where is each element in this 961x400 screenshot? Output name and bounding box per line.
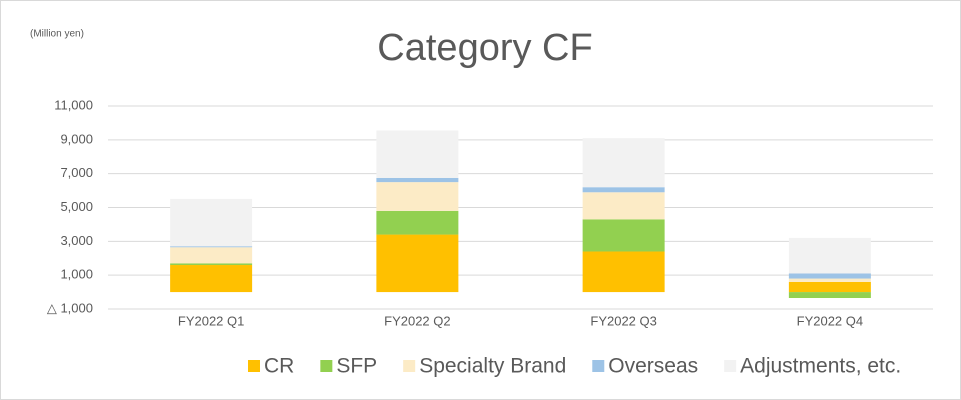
bar-segment [582, 138, 665, 188]
x-tick-label: FY2022 Q3 [590, 313, 657, 328]
legend-label: Specialty Brand [419, 355, 566, 378]
bar-segment [376, 234, 459, 293]
bar-segment [788, 292, 871, 299]
y-tick-label: 3,000 [60, 233, 93, 248]
y-tick-label: 7,000 [60, 165, 93, 180]
bar-segment [582, 219, 665, 252]
legend-swatch [320, 360, 333, 372]
y-tick-label: 11,000 [54, 97, 93, 112]
bar-segment [582, 251, 665, 293]
bar-segment [170, 246, 253, 248]
x-tick-label: FY2022 Q2 [384, 313, 451, 328]
legend-swatch [592, 360, 605, 372]
chart-title: Category CF [377, 27, 592, 69]
bar-segment [788, 278, 871, 282]
y-tick-label: 1,000 [60, 267, 93, 282]
bar-segment [170, 198, 253, 247]
legend-swatch [248, 360, 260, 372]
y-tick-label: △ 1,000 [47, 300, 93, 315]
bar-segment [170, 265, 253, 293]
legend-label: Adjustments, etc. [740, 355, 901, 378]
y-tick-label: 5,000 [60, 199, 93, 214]
x-tick-label: FY2022 Q1 [178, 313, 245, 328]
bar-segment [376, 210, 459, 235]
bar-segment [582, 187, 665, 193]
legend-label: CR [264, 355, 294, 378]
legend-swatch [403, 360, 416, 372]
bar-segment [376, 177, 459, 183]
bar-segment [788, 273, 871, 279]
unit-label: (Million yen) [30, 29, 84, 40]
legend-swatch [724, 360, 737, 372]
x-tick-label: FY2022 Q4 [797, 313, 864, 328]
bar-segment [788, 281, 871, 293]
bar-segment [376, 130, 459, 178]
bar-segment [582, 192, 665, 220]
bar-segment [170, 263, 253, 266]
legend-label: Overseas [608, 355, 698, 378]
bar-segment [376, 182, 459, 211]
legend-label: SFP [336, 355, 377, 378]
bar-segment [788, 237, 871, 274]
bar-segment [170, 247, 253, 264]
y-tick-label: 9,000 [60, 131, 93, 146]
